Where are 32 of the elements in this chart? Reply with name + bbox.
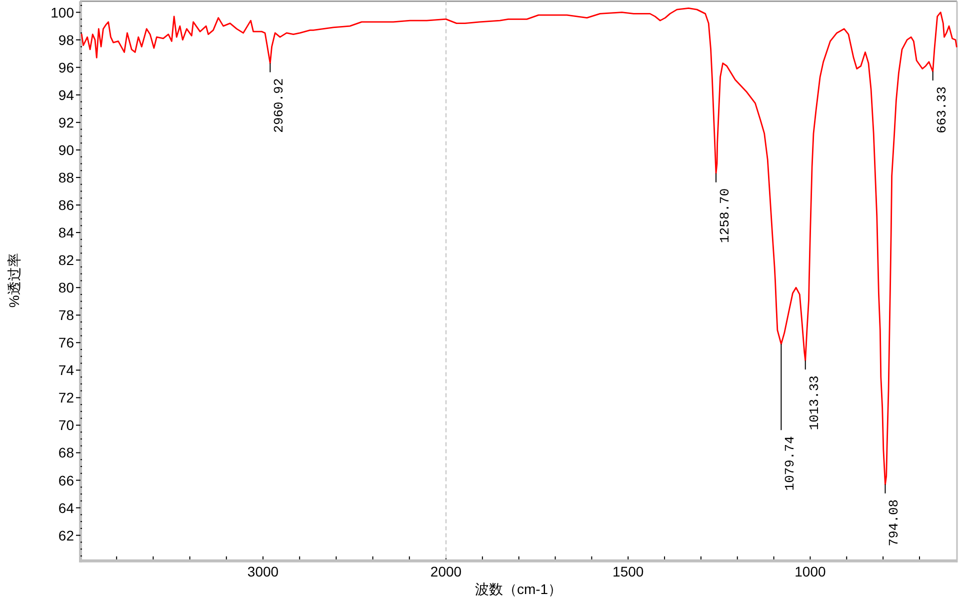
y-tick-label: 96 — [58, 59, 74, 76]
y-tick-label: 68 — [58, 444, 74, 461]
annotation: 1079.74 — [782, 436, 798, 491]
y-tick-label: 98 — [58, 32, 74, 48]
annotation: 2960.92 — [272, 78, 287, 133]
y-tick-label: 66 — [58, 472, 74, 488]
y-tick-label: 72 — [58, 390, 74, 406]
y-tick-label: 70 — [58, 417, 74, 434]
y-tick-label: 86 — [58, 196, 74, 213]
y-tick-label: 100 — [50, 4, 74, 20]
x-tick-label: 1500 — [612, 563, 644, 580]
y-tick-label: 76 — [58, 334, 74, 351]
y-axis-title: %透过率 — [6, 253, 22, 308]
y-tick-label: 64 — [58, 500, 74, 516]
y-tick-label: 78 — [58, 307, 74, 324]
y-tick-label: 94 — [58, 86, 74, 103]
x-tick-label: 2000 — [430, 563, 462, 580]
annotation: 663.33 — [934, 86, 950, 134]
y-tick-label: 74 — [58, 362, 74, 378]
x-tick-label: 1000 — [794, 563, 826, 580]
y-tick-label: 82 — [58, 252, 74, 268]
x-tick-label: 3000 — [247, 563, 279, 580]
annotation: 794.08 — [886, 499, 902, 546]
y-tick-label: 88 — [58, 169, 74, 186]
y-tick-label: 90 — [58, 142, 74, 158]
annotation: 1013.33 — [806, 376, 822, 430]
y-tick-label: 92 — [58, 114, 74, 130]
annotation: 1258.70 — [717, 188, 732, 243]
y-tick-label: 80 — [58, 280, 74, 296]
x-axis-title: 波数（cm-1） — [474, 581, 562, 597]
y-tick-label: 84 — [58, 224, 74, 241]
y-tick-label: 62 — [58, 527, 74, 544]
